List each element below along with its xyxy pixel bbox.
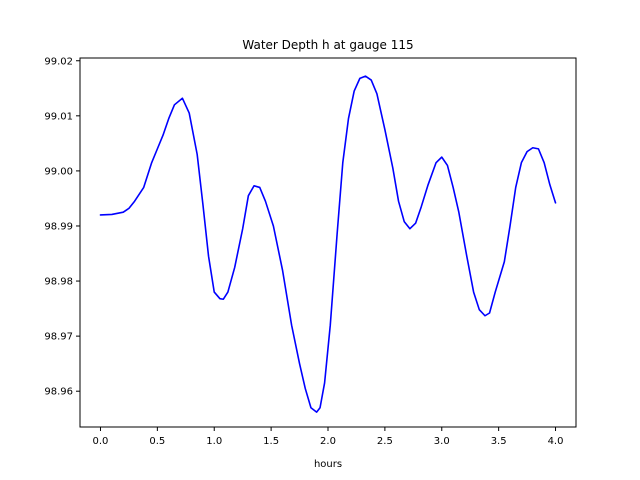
y-tick-label: 98.99 — [44, 221, 73, 232]
series-line-0 — [99, 75, 557, 413]
chart-title: Water Depth h at gauge 115 — [242, 38, 413, 52]
x-axis-label: hours — [314, 459, 342, 470]
x-tick-label: 0.0 — [93, 436, 109, 447]
y-tick-label: 98.97 — [44, 332, 73, 343]
x-tick-label: 2.0 — [320, 436, 336, 447]
x-axis: 0.0 0.5 1.0 1.5 2.0 2.5 3.0 3.5 4.0 — [93, 427, 564, 447]
x-tick-label: 4.0 — [548, 436, 564, 447]
y-tick-label: 99.02 — [44, 56, 73, 67]
y-tick-label: 99.01 — [44, 111, 73, 122]
y-axis: 98.96 98.97 98.98 98.99 99.00 99.01 99.02 — [44, 56, 80, 398]
x-tick-label: 3.0 — [434, 436, 450, 447]
x-tick-label: 1.0 — [206, 436, 222, 447]
x-tick-label: 3.5 — [491, 436, 507, 447]
x-tick-label: 2.5 — [377, 436, 393, 447]
y-tick-label: 99.00 — [44, 166, 73, 177]
series-layer — [99, 75, 557, 413]
y-tick-label: 98.98 — [44, 277, 73, 288]
x-tick-label: 1.5 — [263, 436, 279, 447]
x-tick-label: 0.5 — [149, 436, 165, 447]
y-tick-label: 98.96 — [44, 387, 73, 398]
